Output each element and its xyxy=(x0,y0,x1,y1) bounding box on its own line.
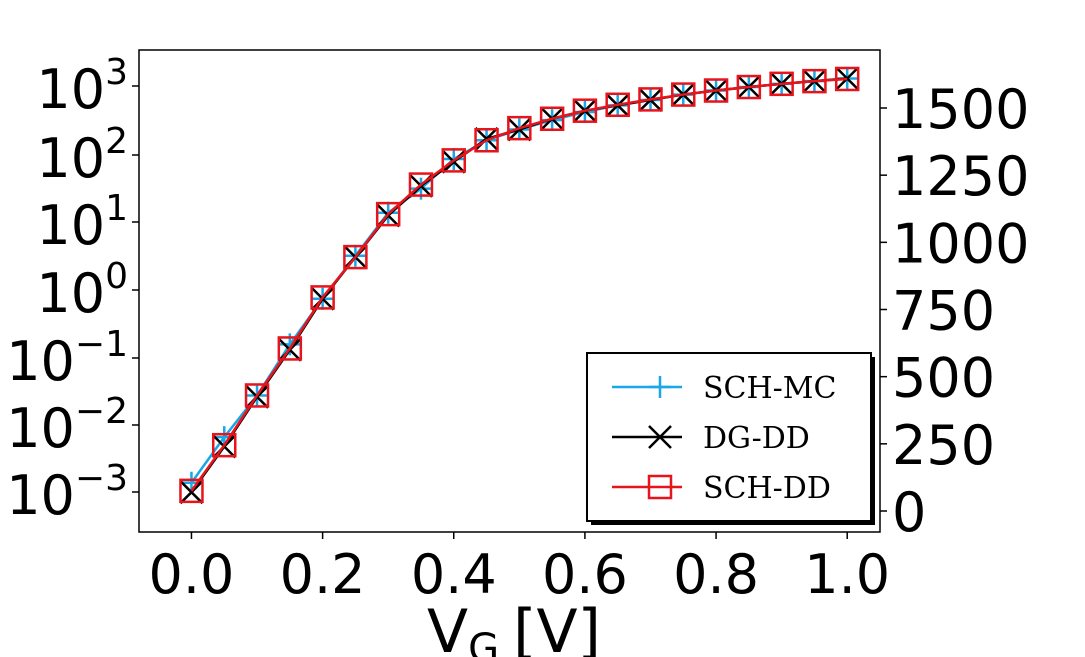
data-point-sch-dd xyxy=(572,98,598,123)
data-point-sch-dd xyxy=(408,172,434,197)
data-point-sch-dd xyxy=(769,71,794,97)
data-point-sch-dd xyxy=(539,106,565,131)
y-left-tick-label: 10−3 xyxy=(6,458,128,527)
legend-entries: SCH-MC DG-DD SCH-DD xyxy=(612,371,836,506)
data-point-sch-dd xyxy=(507,115,532,141)
data-point-dg-dd xyxy=(179,480,204,505)
x-tick-label: 0.6 xyxy=(542,543,628,606)
data-point-sch-dd xyxy=(343,244,368,270)
legend-marker xyxy=(649,376,671,398)
data-point-sch-dd xyxy=(211,432,237,458)
data-point-sch-dd xyxy=(736,74,762,100)
y-right-tick-label: 1250 xyxy=(892,145,1029,208)
x-axis-label-main: V xyxy=(427,597,468,657)
data-point-sch-dd xyxy=(703,78,729,103)
x-axis: 0.0 0.2 0.4 0.6 0.8 1.0 xyxy=(149,532,890,606)
y-left-tick-label: 103 xyxy=(36,52,128,121)
data-point-sch-dd xyxy=(179,478,204,504)
data-point-sch-dd xyxy=(244,383,270,408)
legend-entry-sch-dd: SCH-DD xyxy=(612,471,831,506)
x-axis-label: VG [V] xyxy=(427,597,601,657)
y-left-tick-label: 100 xyxy=(36,256,128,325)
data-point-sch-dd xyxy=(474,127,499,153)
data-point-sch-dd xyxy=(277,336,303,361)
data-point-sch-dd xyxy=(638,87,663,112)
data-point-dg-dd xyxy=(474,127,499,151)
legend-marker xyxy=(647,474,673,500)
x-axis-label-unit: [V] xyxy=(513,597,601,657)
legend-entry-dg-dd: DG-DD xyxy=(612,421,810,456)
y-right-tick-label: 1500 xyxy=(892,78,1029,141)
data-point-sch-dd xyxy=(834,66,860,92)
y-left-tick-label: 102 xyxy=(36,121,128,190)
x-tick-label: 0.2 xyxy=(280,543,366,606)
plot-frame xyxy=(138,49,881,533)
legend-label: SCH-DD xyxy=(703,471,831,506)
legend-label: DG-DD xyxy=(703,421,810,456)
x-tick-label: 0.8 xyxy=(673,543,759,606)
y-right-tick-label: 500 xyxy=(892,347,995,410)
y-left-tick-label: 10−1 xyxy=(6,324,128,393)
x-tick-label: 0.0 xyxy=(149,543,235,606)
legend-marker xyxy=(648,425,672,449)
y-right-tick-label: 250 xyxy=(892,414,995,477)
data-point-sch-dd xyxy=(671,82,696,107)
data-point-dg-dd xyxy=(507,117,532,142)
legend-label: SCH-MC xyxy=(703,371,836,406)
y-left-tick-label: 10−2 xyxy=(6,391,128,460)
data-point-sch-dd xyxy=(802,68,827,94)
y-right-tick-label: 750 xyxy=(892,280,995,343)
data-point-dg-dd xyxy=(835,66,860,91)
series-sch-dd xyxy=(179,66,860,504)
x-tick-label: 0.4 xyxy=(411,543,497,606)
legend: SCH-MC DG-DD SCH-DD xyxy=(586,352,875,525)
y-left-tick-label: 101 xyxy=(36,188,128,257)
legend-entry-sch-mc: SCH-MC xyxy=(612,371,836,406)
y-right-tick-label: 1000 xyxy=(892,212,1029,275)
y-right-tick-label: 0 xyxy=(892,481,926,544)
series-layer xyxy=(179,66,860,505)
x-axis-label-sub: G xyxy=(468,626,499,657)
data-point-sch-dd xyxy=(310,285,335,310)
data-point-sch-dd xyxy=(605,92,630,118)
data-point-sch-dd xyxy=(441,148,467,173)
data-point-sch-dd xyxy=(375,201,401,227)
x-tick-label: 1.0 xyxy=(804,543,890,606)
